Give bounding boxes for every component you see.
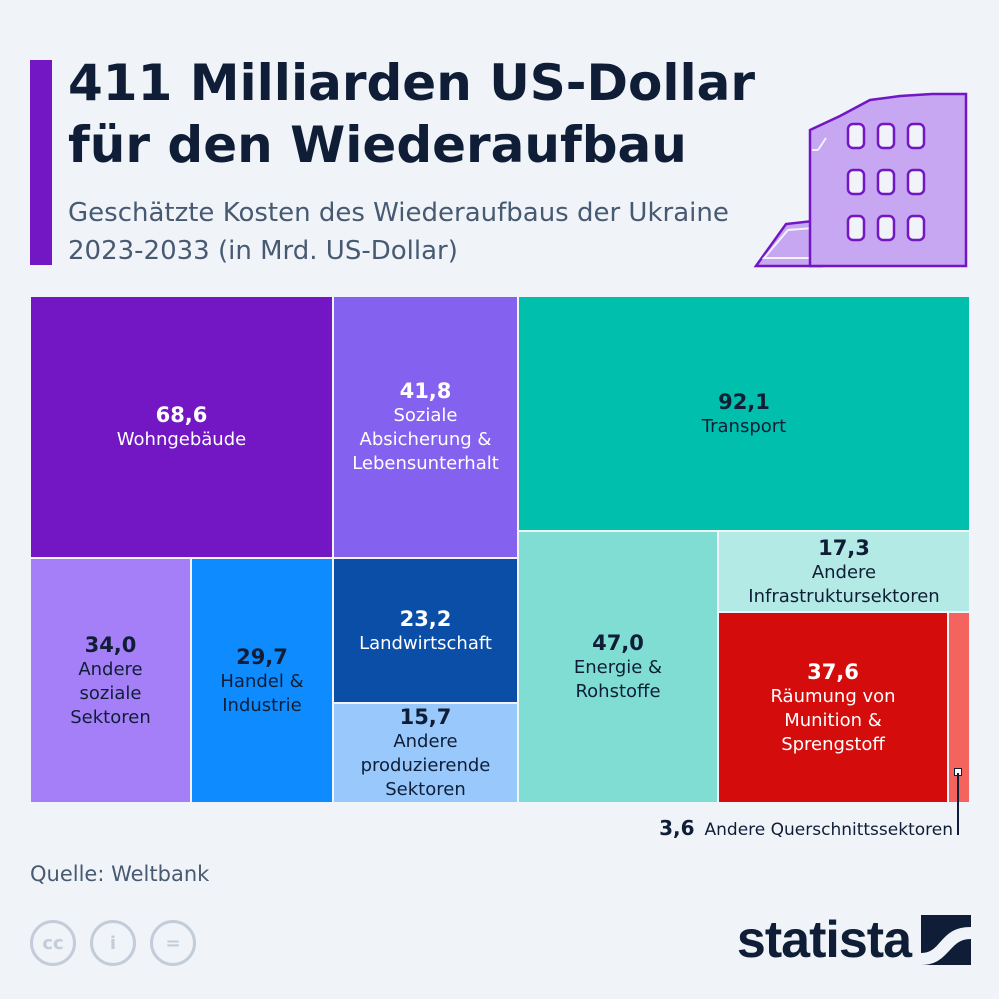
title-accent-bar xyxy=(30,60,52,265)
treemap-value: 37,6 xyxy=(807,659,859,684)
treemap-cell: 47,0 Energie & Rohstoffe xyxy=(518,531,718,803)
treemap-cell: 17,3 Andere Infrastruktursektoren xyxy=(718,531,970,612)
treemap-label: Handel & Industrie xyxy=(220,670,304,716)
treemap-value: 41,8 xyxy=(399,379,452,403)
statista-wordmark: statista xyxy=(736,911,912,969)
treemap-cell xyxy=(948,612,970,803)
treemap-label: Landwirtschaft xyxy=(359,632,492,654)
treemap-cell: 92,1 Transport xyxy=(518,296,970,531)
treemap-value: 23,2 xyxy=(399,606,452,631)
chart-title: 411 Milliarden US-Dollar für den Wiedera… xyxy=(68,54,756,174)
statista-mark-icon xyxy=(921,915,971,965)
treemap-cell-text: 17,3 Andere Infrastruktursektoren xyxy=(748,535,939,609)
treemap-cell: 23,2 Landwirtschaft xyxy=(333,558,518,703)
treemap-label: Andere produzierende Sektoren xyxy=(360,731,491,800)
treemap-value: 47,0 xyxy=(592,631,644,655)
treemap-cell-text: 23,2 Landwirtschaft xyxy=(359,606,492,656)
callout-line xyxy=(957,773,959,835)
cc-icon[interactable]: cc xyxy=(30,920,76,966)
treemap-cell: 37,6 Räumung von Munition & Sprengstoff xyxy=(718,612,948,803)
treemap-label: Räumung von Munition & Sprengstoff xyxy=(770,685,896,755)
callout-label: 3,6 Andere Querschnittssektoren xyxy=(659,816,953,840)
treemap-cell: 68,6 Wohngebäude xyxy=(30,296,333,558)
treemap-value: 68,6 xyxy=(155,403,208,427)
treemap-label: Transport xyxy=(701,415,787,437)
treemap-value: 92,1 xyxy=(718,389,770,414)
license-icons: cc i = xyxy=(30,920,196,966)
treemap-cell-text: 41,8 Soziale Absicherung & Lebensunterhal… xyxy=(352,378,499,476)
treemap-value: 29,7 xyxy=(236,644,288,669)
treemap-value: 15,7 xyxy=(399,705,452,729)
treemap-cell-text: 29,7 Handel & Industrie xyxy=(220,644,303,718)
treemap-cell-text: 34,0 Andere soziale Sektoren xyxy=(70,632,150,730)
treemap-value: 17,3 xyxy=(818,535,870,560)
treemap-cell-text: 37,6 Räumung von Munition & Sprengstoff xyxy=(770,659,895,757)
callout-text: Andere Querschnittssektoren xyxy=(704,820,953,840)
treemap-cell: 29,7 Handel & Industrie xyxy=(191,558,333,803)
treemap-cell-text: 47,0 Energie & Rohstoffe xyxy=(574,630,662,704)
treemap-cell: 34,0 Andere soziale Sektoren xyxy=(30,558,191,803)
treemap-label: Energie & Rohstoffe xyxy=(573,657,663,702)
callout-value: 3,6 xyxy=(659,816,695,840)
treemap-cell: 15,7 Andere produzierende Sektoren xyxy=(333,703,518,803)
treemap-chart: 68,6 Wohngebäude 41,8 Soziale Absicherung &… xyxy=(30,296,970,803)
building-icon xyxy=(753,92,968,268)
treemap-cell-text: 15,7 Andere produzierende Sektoren xyxy=(361,704,491,802)
source-note: Quelle: Weltbank xyxy=(30,862,210,886)
treemap-label: Wohngebäude xyxy=(116,429,247,450)
treemap-label: Andere soziale Sektoren xyxy=(70,658,151,728)
chart-subtitle: Geschätzte Kosten des Wiederaufbaus der … xyxy=(68,198,729,266)
attribution-icon[interactable]: i xyxy=(90,920,136,966)
treemap-label: Andere Infrastruktursektoren xyxy=(748,561,940,607)
treemap-cell: 41,8 Soziale Absicherung & Lebensunterhal… xyxy=(333,296,518,558)
treemap-cell-text: 68,6 Wohngebäude xyxy=(117,402,246,452)
treemap-label: Soziale Absicherung & Lebensunterhalt xyxy=(352,405,499,474)
statista-logo[interactable]: statista xyxy=(737,910,971,970)
treemap-cell-text: 92,1 Transport xyxy=(702,389,786,439)
treemap-value: 34,0 xyxy=(84,632,137,657)
no-derivatives-icon[interactable]: = xyxy=(150,920,196,966)
